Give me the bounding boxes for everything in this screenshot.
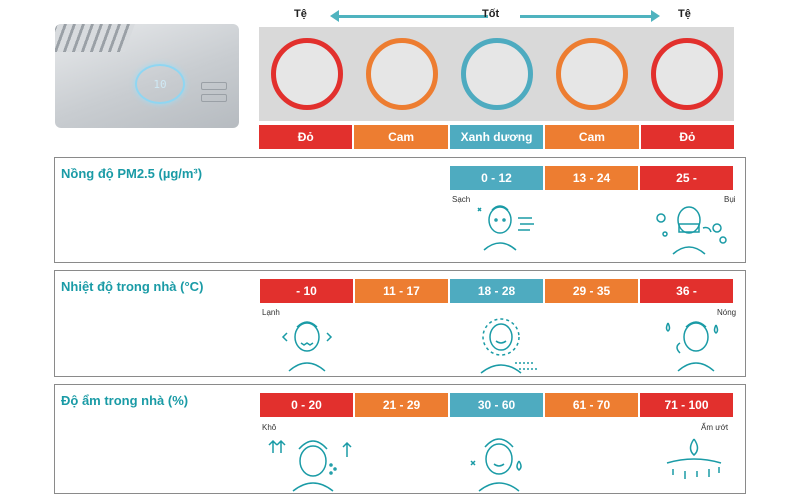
orange-ring-icon	[555, 38, 628, 110]
humidity-range-humid: 61 - 70	[545, 393, 638, 417]
temperature-section: Nhiệt độ trong nhà (°C) - 10 11 - 17 18 …	[54, 270, 746, 377]
pm25-ranges: 0 - 12 13 - 24 25 -	[450, 166, 733, 190]
pm25-section: Nồng độ PM2.5 (µg/m³) 0 - 12 13 - 24 25 …	[54, 157, 746, 263]
arrow-left-icon	[330, 10, 488, 22]
humidity-right-caption: Ẩm ướt	[701, 423, 729, 432]
temp-range-cool: 11 - 17	[355, 279, 448, 303]
panel-button	[201, 94, 227, 102]
orange-ring-icon	[365, 38, 438, 110]
pm25-right-caption: Bụi	[724, 195, 736, 204]
vent-grille	[55, 24, 135, 52]
pm25-range-moderate: 13 - 24	[545, 166, 638, 190]
color-name-blue: Xanh dương	[449, 125, 544, 149]
temp-left-caption: Lạnh	[262, 308, 280, 317]
arrow-right-icon	[520, 10, 660, 22]
color-name-red: Đỏ	[259, 125, 353, 149]
pm25-range-clean: 0 - 12	[450, 166, 543, 190]
air-purifier-panel-image: 10	[55, 24, 239, 128]
color-name-red: Đỏ	[640, 125, 735, 149]
blue-ring-icon	[460, 38, 533, 110]
clean-air-face-icon	[477, 205, 534, 251]
pm25-title: Nồng độ PM2.5 (µg/m³)	[61, 166, 203, 181]
temperature-ranges: - 10 11 - 17 18 - 28 29 - 35 36 -	[260, 279, 733, 303]
sensor-ring-display: 10	[135, 64, 185, 104]
temp-range-good: 18 - 28	[450, 279, 543, 303]
temp-right-caption: Nóng	[717, 308, 737, 317]
display-value: 10	[153, 77, 167, 91]
humidity-title: Độ ẩm trong nhà (%)	[61, 393, 189, 408]
dry-skin-face-icon	[268, 439, 352, 492]
temp-range-warm: 29 - 35	[545, 279, 638, 303]
scale-center-label: Tốt	[482, 8, 500, 20]
red-ring-icon	[650, 38, 723, 110]
scale-left-label: Tệ	[294, 8, 307, 20]
red-ring-icon	[270, 38, 343, 110]
humidity-range-very-humid: 71 - 100	[640, 393, 733, 417]
indicator-light-scale	[259, 27, 734, 121]
color-name-orange: Cam	[545, 125, 639, 149]
humidity-left-caption: Khô	[262, 423, 277, 432]
humidity-ranges: 0 - 20 21 - 29 30 - 60 61 - 70 71 - 100	[260, 393, 733, 417]
pm25-left-caption: Sạch	[452, 195, 471, 204]
humidity-section: Độ ẩm trong nhà (%) 0 - 20 21 - 29 30 - …	[54, 384, 746, 494]
temp-range-hot: 36 -	[640, 279, 733, 303]
scale-right-label: Tệ	[678, 8, 691, 20]
color-name-orange: Cam	[354, 125, 448, 149]
hot-sweat-face-icon	[665, 321, 719, 372]
pm25-range-dusty: 25 -	[640, 166, 733, 190]
water-drops-icon	[666, 438, 722, 479]
color-name-bar: Đỏ Cam Xanh dương Cam Đỏ	[259, 125, 735, 149]
cold-shiver-face-icon	[281, 321, 333, 372]
comfortable-sun-face-icon	[480, 318, 537, 374]
humidity-range-dry: 21 - 29	[355, 393, 448, 417]
temperature-title: Nhiệt độ trong nhà (°C)	[61, 279, 204, 294]
temp-range-cold: - 10	[260, 279, 353, 303]
panel-button	[201, 82, 227, 90]
humidity-range-good: 30 - 60	[450, 393, 543, 417]
healthy-skin-face-icon	[470, 438, 522, 492]
humidity-range-very-dry: 0 - 20	[260, 393, 353, 417]
scale-header: Tệ Tốt Tệ	[258, 6, 734, 26]
dust-cough-face-icon	[656, 206, 727, 255]
